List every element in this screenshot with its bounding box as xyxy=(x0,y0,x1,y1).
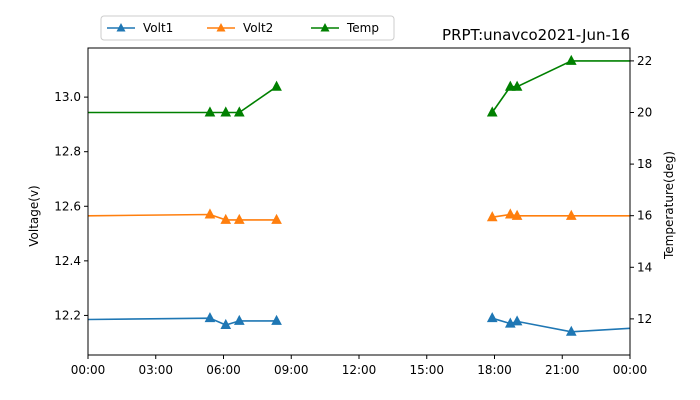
temp-marker-5 xyxy=(504,80,516,91)
y-axis-label-left: Voltage(v) xyxy=(27,185,41,246)
legend-marker-volt2 xyxy=(216,23,226,32)
x-tick-label: 06:00 xyxy=(206,363,241,377)
temp-marker-1 xyxy=(220,106,232,117)
temp-marker-6 xyxy=(511,80,523,91)
y-tick-label-right: 14 xyxy=(637,260,652,274)
legend-label-temp: Temp xyxy=(346,21,379,35)
volt1-marker-1 xyxy=(220,318,232,329)
volt2-line-0 xyxy=(88,213,277,221)
y-tick-label-left: 12.8 xyxy=(54,145,81,159)
y-tick-label-right: 16 xyxy=(637,209,652,223)
volt2-marker-2 xyxy=(233,213,245,224)
y-tick-label-right: 22 xyxy=(637,54,652,68)
temp-marker-3 xyxy=(271,80,282,91)
volt2-marker-7 xyxy=(565,209,577,220)
temp-marker-0 xyxy=(204,106,216,117)
y-tick-label-right: 12 xyxy=(637,312,652,326)
y-tick-label-left: 12.2 xyxy=(54,308,81,322)
y-tick-label-right: 20 xyxy=(637,105,652,119)
volt2-marker-1 xyxy=(220,213,232,224)
volt1-marker-0 xyxy=(204,312,216,323)
x-tick-label: 12:00 xyxy=(342,363,377,377)
x-tick-label: 18:00 xyxy=(477,363,512,377)
legend-label-volt1: Volt1 xyxy=(143,21,173,35)
volt2-marker-3 xyxy=(271,213,282,224)
volt2-marker-6 xyxy=(511,209,523,220)
temp-line-0 xyxy=(88,86,278,114)
y-tick-label-left: 12.4 xyxy=(54,254,81,268)
x-tick-label: 15:00 xyxy=(409,363,444,377)
temp-marker-4 xyxy=(486,106,498,117)
temp-marker-2 xyxy=(233,106,245,117)
plot-frame xyxy=(87,47,631,356)
volt1-marker-6 xyxy=(511,315,523,326)
axes: 00:00 03:00 06:00 09:00 12:00 15:00 18:00 21:00… xyxy=(54,47,652,377)
temp-marker-7 xyxy=(565,54,577,65)
volt1-marker-2 xyxy=(233,314,245,325)
series-volt2 xyxy=(88,208,630,224)
volt1-line-0 xyxy=(88,317,277,326)
y-tick-label-left: 12.6 xyxy=(54,199,81,213)
volt1-marker-7 xyxy=(565,325,577,336)
x-tick-label: 09:00 xyxy=(274,363,309,377)
volt2-marker-5 xyxy=(504,208,516,219)
volt1-marker-3 xyxy=(271,314,282,325)
y-tick-label-right: 18 xyxy=(637,157,652,171)
plot-area xyxy=(88,54,630,336)
x-tick-label: 21:00 xyxy=(545,363,580,377)
legend-label-volt2: Volt2 xyxy=(243,21,273,35)
chart-title: PRPT:unavco2021-Jun-16 xyxy=(442,26,630,44)
volt1-marker-4 xyxy=(486,312,498,323)
y-tick-label-left: 13.0 xyxy=(54,90,81,104)
y-axis-label-right: Temperature(deg) xyxy=(662,151,676,260)
legend-marker-volt1 xyxy=(116,23,126,32)
series-volt1 xyxy=(88,312,630,336)
x-tick-label: 00:00 xyxy=(613,363,648,377)
x-tick-label: 00:00 xyxy=(71,363,106,377)
legend-marker-temp xyxy=(320,23,330,32)
volt2-marker-0 xyxy=(204,208,216,219)
volt2-marker-4 xyxy=(486,211,498,222)
x-tick-label: 03:00 xyxy=(138,363,173,377)
series-temp xyxy=(88,54,630,117)
legend: Volt1 Volt2 Temp xyxy=(100,15,395,41)
legend-box xyxy=(100,15,395,41)
